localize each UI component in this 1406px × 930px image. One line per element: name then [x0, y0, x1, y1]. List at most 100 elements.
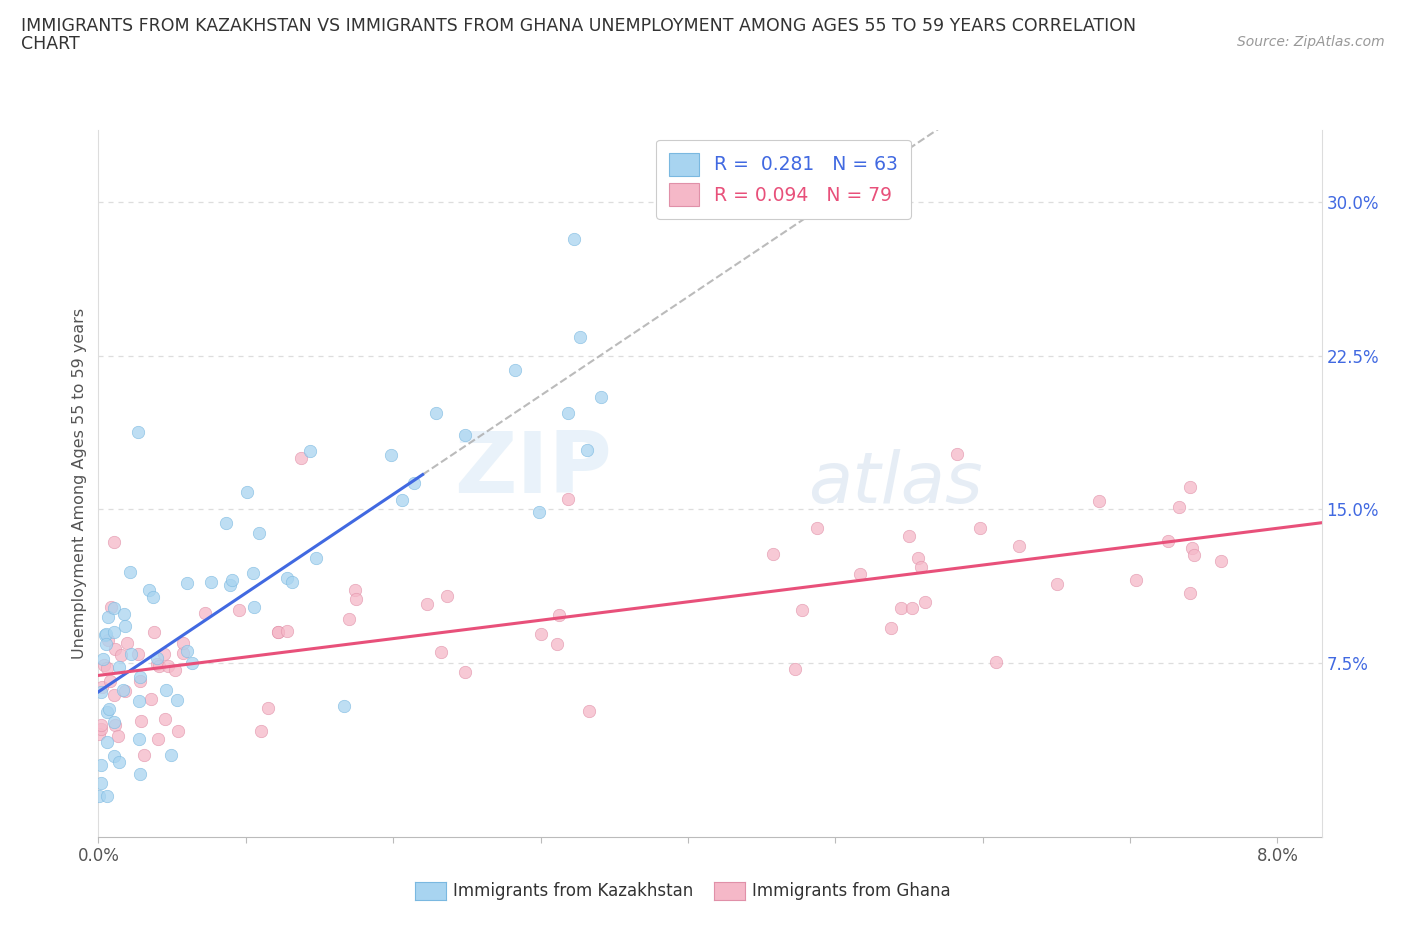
- Point: [96, 735, 118, 750]
- Point: [112, 607, 135, 622]
- Point: [156, 658, 179, 673]
- Text: Immigrants from Ghana: Immigrants from Ghana: [752, 882, 950, 900]
- Point: [153, 711, 176, 726]
- Point: [153, 647, 176, 662]
- Point: [890, 601, 912, 616]
- Point: [103, 624, 125, 639]
- Point: [281, 575, 304, 590]
- Point: [104, 718, 127, 733]
- Point: [110, 648, 132, 663]
- Legend: R =  0.281   N = 63, R = 0.094   N = 79: R = 0.281 N = 63, R = 0.094 N = 79: [655, 140, 911, 219]
- Point: [100, 600, 122, 615]
- Point: [89, 758, 111, 773]
- Point: [578, 703, 600, 718]
- Point: [243, 600, 266, 615]
- Point: [898, 528, 921, 543]
- Text: ZIP: ZIP: [454, 428, 612, 511]
- Point: [276, 571, 298, 586]
- Point: [984, 655, 1007, 670]
- Point: [1008, 538, 1031, 553]
- Point: [103, 535, 125, 550]
- Point: [250, 724, 273, 738]
- Point: [165, 662, 187, 677]
- Point: [430, 644, 453, 659]
- Point: [267, 625, 290, 640]
- Point: [107, 659, 129, 674]
- Point: [1167, 499, 1189, 514]
- Point: [90, 684, 112, 699]
- Point: [1182, 548, 1205, 563]
- Point: [557, 405, 579, 420]
- Point: [97, 610, 120, 625]
- Point: [849, 566, 872, 581]
- Point: [344, 591, 367, 606]
- Point: [548, 607, 571, 622]
- Point: [1046, 577, 1069, 591]
- Point: [200, 574, 222, 589]
- Point: [142, 624, 165, 639]
- Point: [96, 789, 118, 804]
- Point: [103, 687, 125, 702]
- Point: [120, 647, 142, 662]
- Point: [166, 724, 188, 738]
- Point: [792, 603, 814, 618]
- Point: [221, 572, 243, 587]
- Point: [783, 662, 806, 677]
- Text: IMMIGRANTS FROM KAZAKHSTAN VS IMMIGRANTS FROM GHANA UNEMPLOYMENT AMONG AGES 55 T: IMMIGRANTS FROM KAZAKHSTAN VS IMMIGRANTS…: [21, 17, 1136, 34]
- Point: [236, 485, 259, 499]
- Text: Source: ZipAtlas.com: Source: ZipAtlas.com: [1237, 35, 1385, 49]
- Point: [454, 665, 477, 680]
- Point: [228, 603, 250, 618]
- Point: [142, 590, 165, 604]
- Point: [90, 776, 112, 790]
- Point: [914, 594, 936, 609]
- Point: [103, 642, 125, 657]
- Point: [94, 628, 117, 643]
- Point: [267, 625, 290, 640]
- Point: [969, 521, 991, 536]
- Point: [181, 656, 204, 671]
- Point: [96, 705, 118, 720]
- Point: [146, 732, 169, 747]
- Point: [93, 658, 115, 672]
- Point: [129, 713, 152, 728]
- Point: [172, 635, 194, 650]
- Point: [176, 644, 198, 658]
- Point: [1178, 480, 1201, 495]
- Point: [98, 701, 121, 716]
- Point: [1125, 572, 1147, 587]
- Point: [946, 446, 969, 461]
- Point: [1181, 541, 1204, 556]
- Point: [276, 623, 298, 638]
- Point: [901, 600, 924, 615]
- Point: [589, 390, 612, 405]
- Point: [391, 493, 413, 508]
- Point: [103, 714, 125, 729]
- Point: [114, 618, 136, 633]
- Point: [562, 232, 585, 246]
- Point: [90, 717, 112, 732]
- Point: [94, 627, 117, 642]
- Text: Immigrants from Kazakhstan: Immigrants from Kazakhstan: [453, 882, 693, 900]
- Point: [503, 363, 526, 378]
- Point: [155, 683, 177, 698]
- Point: [90, 680, 112, 695]
- Point: [402, 476, 425, 491]
- Point: [103, 749, 125, 764]
- Point: [114, 684, 136, 698]
- Text: CHART: CHART: [21, 35, 80, 53]
- Text: atlas: atlas: [808, 449, 983, 518]
- Point: [120, 565, 142, 579]
- Point: [172, 646, 194, 661]
- Point: [129, 766, 152, 781]
- Point: [557, 492, 579, 507]
- Point: [907, 551, 929, 565]
- Point: [256, 700, 278, 715]
- Point: [91, 651, 114, 666]
- Point: [910, 559, 932, 574]
- Point: [89, 789, 111, 804]
- Point: [176, 575, 198, 590]
- Point: [96, 660, 118, 675]
- Point: [1157, 533, 1180, 548]
- Point: [242, 565, 264, 580]
